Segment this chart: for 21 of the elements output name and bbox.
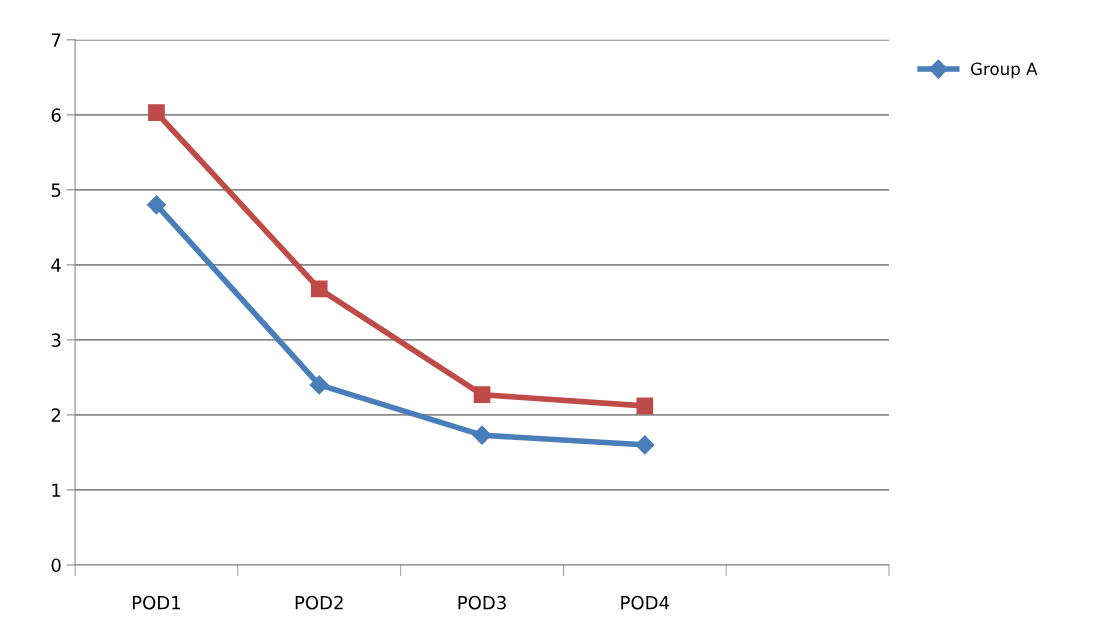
y-tick-label: 3 bbox=[51, 333, 61, 348]
y-tick-label: 6 bbox=[51, 108, 61, 122]
point bbox=[472, 425, 492, 445]
point bbox=[309, 375, 329, 395]
point bbox=[636, 397, 654, 415]
point bbox=[146, 195, 166, 215]
point bbox=[473, 386, 491, 403]
y-tick-label: 1 bbox=[52, 483, 61, 497]
x-tick-label: POD4 bbox=[621, 595, 670, 610]
point bbox=[310, 280, 328, 298]
legend-label: Group A bbox=[971, 62, 1038, 79]
y-tick-label: 0 bbox=[51, 558, 61, 573]
x-tick-label: POD3 bbox=[458, 595, 506, 610]
y-tick-label: 5 bbox=[51, 183, 61, 197]
y-tick-label: 7 bbox=[51, 33, 61, 47]
y-tick-label: 4 bbox=[51, 258, 61, 272]
point bbox=[148, 104, 165, 121]
x-tick-label: POD1 bbox=[132, 595, 181, 610]
x-tick-label: POD2 bbox=[295, 595, 343, 610]
point bbox=[635, 435, 655, 455]
y-tick-label: 2 bbox=[51, 408, 61, 422]
